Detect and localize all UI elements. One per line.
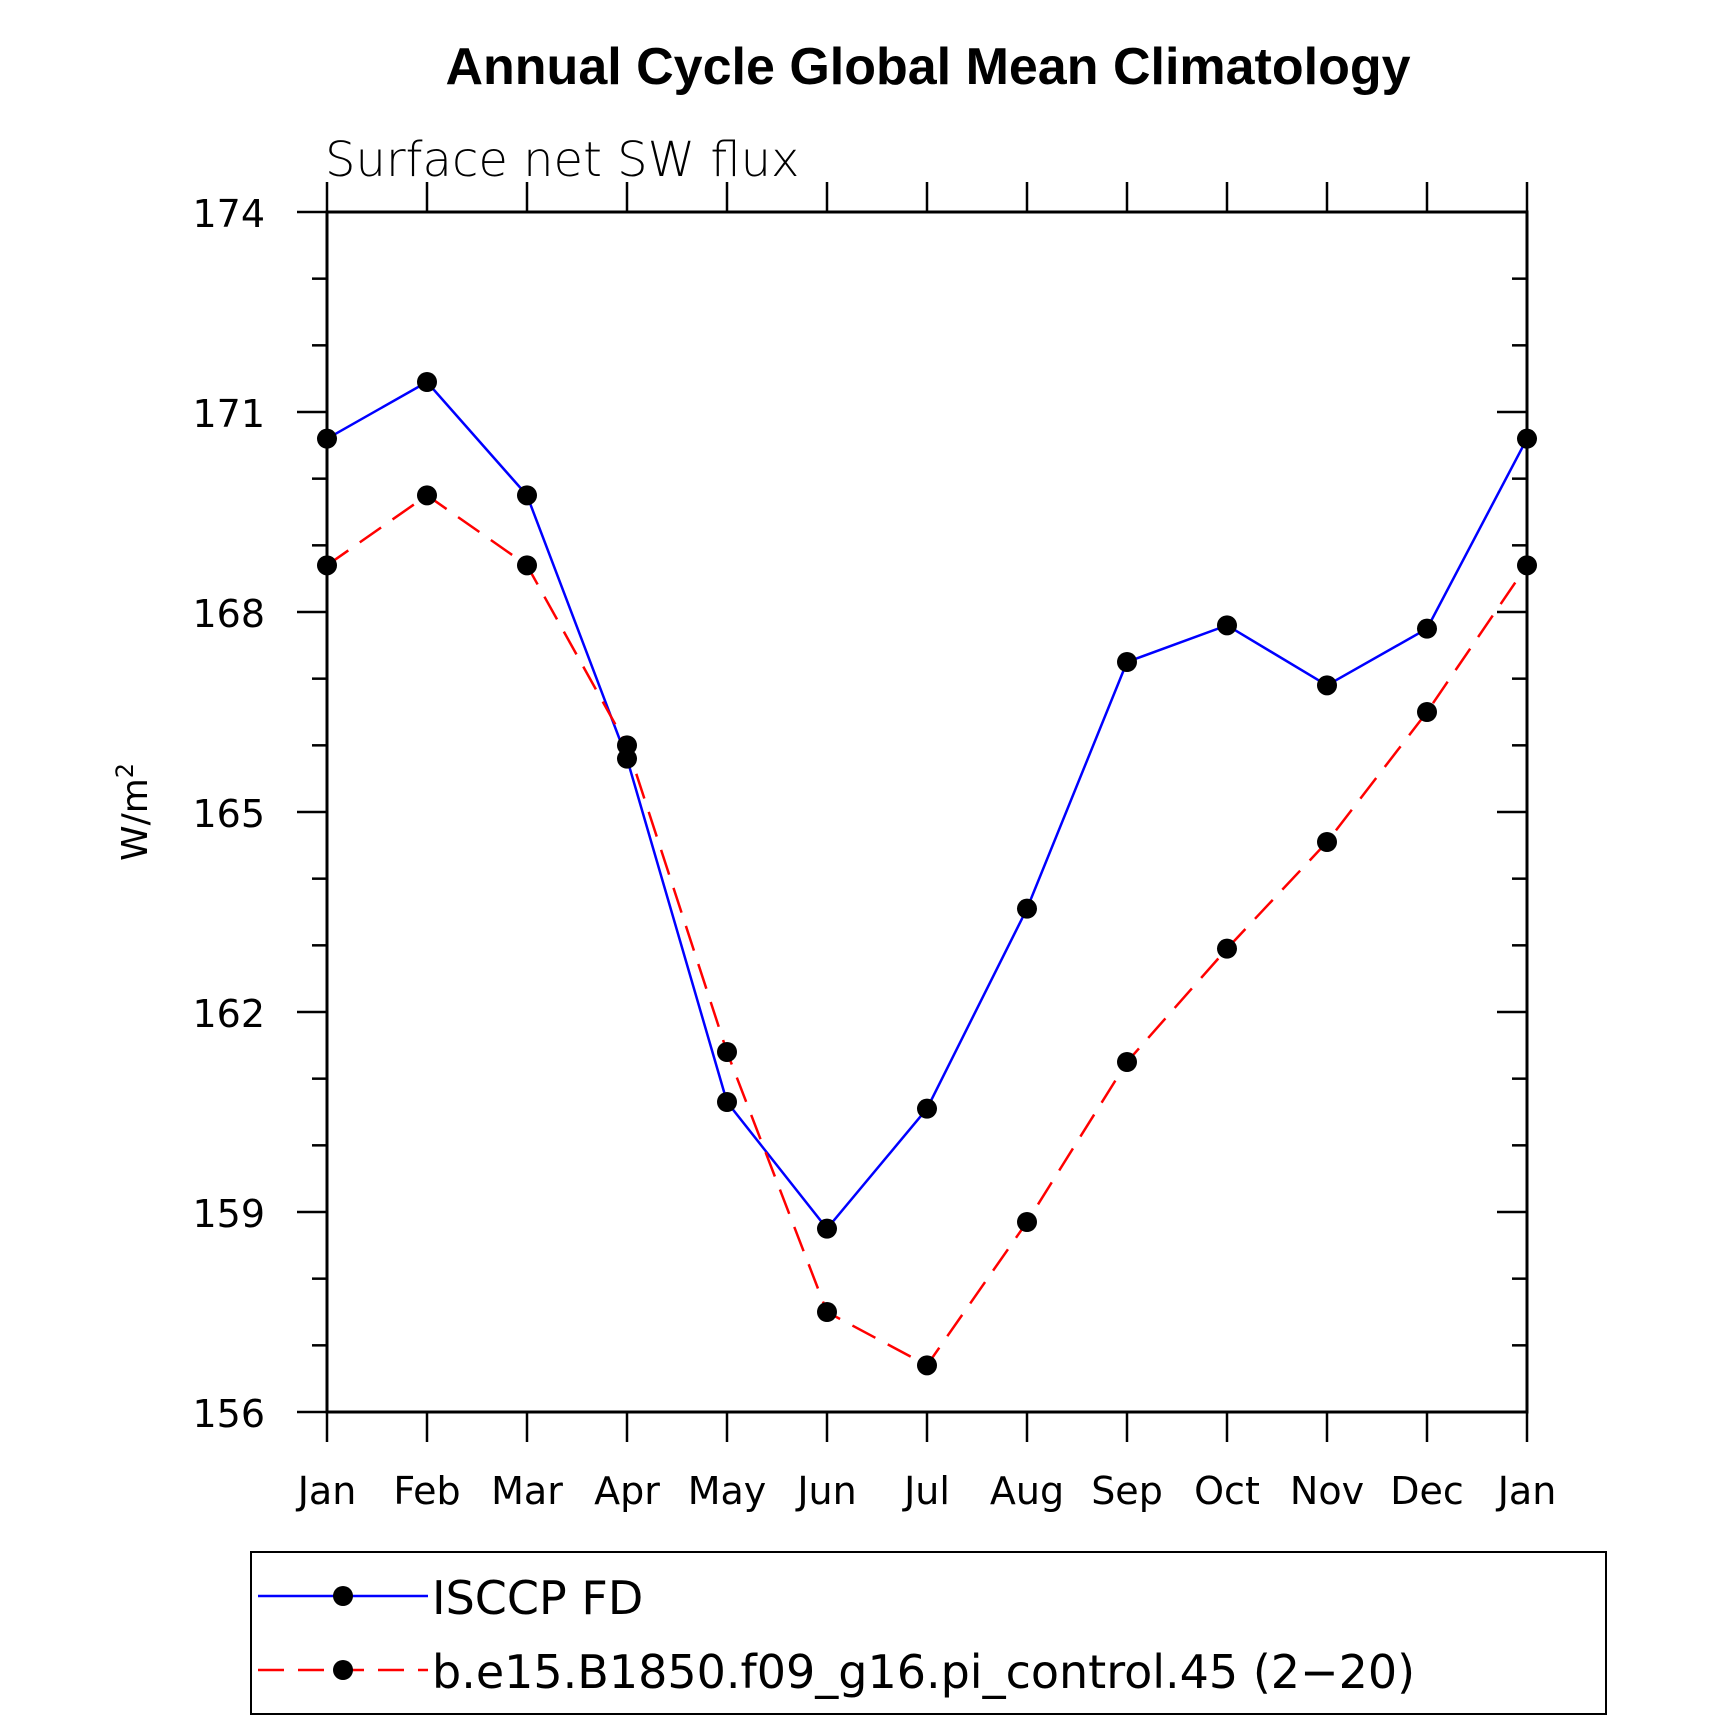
data-point-series-1: [1117, 1052, 1137, 1072]
x-tick-label: Jul: [902, 1469, 950, 1513]
x-tick-label: Mar: [491, 1469, 563, 1513]
data-point-series-0: [1117, 652, 1137, 672]
data-point-series-1: [517, 555, 537, 576]
y-tick-label: 165: [192, 792, 265, 836]
data-point-series-0: [917, 1098, 937, 1119]
x-tick-label: May: [688, 1469, 767, 1513]
y-tick-label: 168: [192, 592, 265, 636]
y-axis-label-superscript: 2: [111, 763, 139, 778]
series-layer: [317, 372, 1537, 1376]
legend-box: [250, 1551, 1607, 1715]
x-tick-label: Sep: [1091, 1469, 1163, 1513]
y-tick-label: 156: [192, 1392, 265, 1436]
x-tick-label: Jun: [795, 1469, 856, 1513]
x-tick-label: Nov: [1290, 1469, 1364, 1513]
x-tick-label: Feb: [393, 1469, 460, 1513]
y-axis-ticks: 156 159 162 165 168 171 174: [192, 192, 1527, 1436]
data-point-series-0: [417, 372, 437, 392]
x-tick-label: Oct: [1194, 1469, 1260, 1513]
y-axis-label: W/m2: [111, 763, 156, 861]
legend: ISCCP FD b.e15.B1850.f09_g16.pi_control.…: [250, 1551, 1607, 1715]
x-tick-label: Jan: [1496, 1469, 1557, 1513]
data-point-series-1: [917, 1355, 937, 1376]
plot-frame: [325, 210, 1529, 1414]
legend-marker-model: [333, 1660, 353, 1680]
x-tick-label: Dec: [1390, 1469, 1464, 1513]
data-point-series-0: [317, 428, 337, 449]
data-point-series-0: [717, 1092, 737, 1112]
x-tick-label: Jan: [296, 1469, 357, 1513]
data-point-series-1: [1317, 832, 1337, 852]
x-axis-ticks: Jan Feb Mar Apr May Jun Jul Aug Sep Oct Nov Dec Jan: [296, 182, 1557, 1513]
legend-label-model: b.e15.B1850.f09_g16.pi_control.45 (2−20): [432, 1645, 1415, 1699]
data-point-series-1: [1417, 702, 1437, 722]
data-point-series-0: [817, 1218, 837, 1239]
x-tick-label: Aug: [990, 1469, 1064, 1513]
data-point-series-0: [1017, 898, 1037, 919]
y-tick-label: 174: [192, 192, 265, 236]
chart-subtitle: Surface net SW flux: [325, 132, 799, 188]
y-tick-label: 171: [192, 392, 265, 436]
data-point-series-1: [1217, 938, 1237, 959]
data-point-series-1: [717, 1042, 737, 1062]
legend-label-isccp-fd: ISCCP FD: [432, 1571, 643, 1625]
data-point-series-1: [817, 1302, 837, 1322]
data-point-series-0: [1317, 675, 1337, 696]
x-tick-label: Apr: [594, 1469, 660, 1513]
data-point-series-1: [617, 735, 637, 756]
chart-title: Annual Cycle Global Mean Climatology: [445, 38, 1410, 96]
data-point-series-0: [1217, 615, 1237, 636]
legend-marker-isccp-fd: [333, 1586, 353, 1606]
y-tick-label: 159: [192, 1192, 265, 1236]
data-point-series-1: [317, 555, 337, 576]
data-point-series-1: [1517, 555, 1537, 576]
data-point-series-0: [1417, 618, 1437, 639]
data-point-series-1: [1017, 1212, 1037, 1232]
data-point-series-1: [417, 485, 437, 506]
data-point-series-0: [1517, 428, 1537, 449]
series-line-1: [326, 493, 1529, 1367]
data-point-series-0: [517, 485, 537, 506]
y-tick-label: 162: [192, 992, 265, 1036]
